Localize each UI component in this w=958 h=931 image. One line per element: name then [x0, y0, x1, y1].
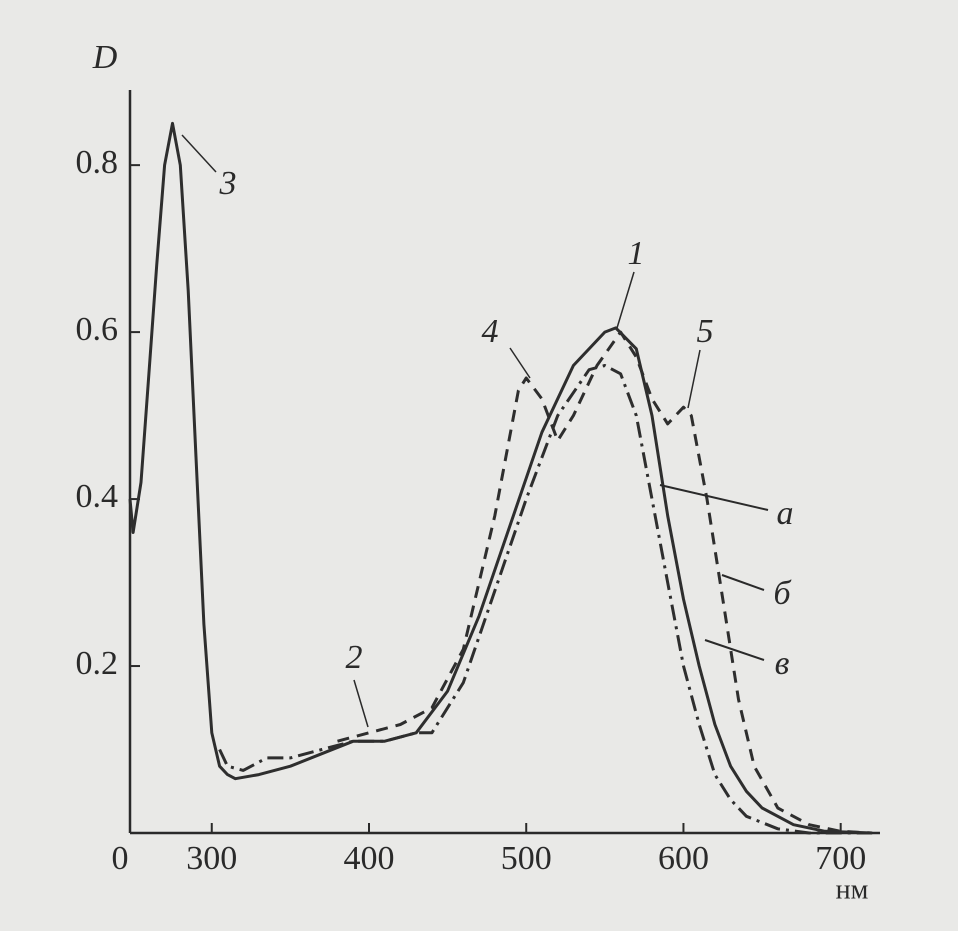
y-tick-label: 0.6	[76, 311, 119, 348]
legend-leader	[659, 484, 769, 511]
annotation-leader	[509, 347, 531, 379]
y-tick-label: 0	[112, 840, 129, 877]
annotation-leader	[353, 679, 369, 728]
legend-leader	[721, 574, 765, 591]
legend-leader	[704, 639, 765, 661]
annotation-leader	[181, 134, 217, 173]
series-line	[337, 330, 873, 835]
annotation: 3	[219, 165, 237, 202]
x-tick-label: 600	[658, 840, 709, 877]
x-axis-label: нм	[836, 874, 869, 905]
annotation-leader	[687, 349, 701, 409]
series-line	[218, 364, 873, 835]
x-tick-label: 300	[186, 840, 237, 877]
annotation: 1	[628, 235, 645, 272]
x-tick-label: 400	[343, 840, 394, 877]
annotation: 5	[697, 313, 714, 350]
y-tick-label: 0.4	[76, 478, 119, 515]
y-tick-label: 0.2	[76, 645, 119, 682]
y-axis-label: D	[92, 39, 118, 76]
legend-label: а	[777, 495, 794, 532]
annotation: 2	[346, 639, 363, 676]
legend-label: б	[773, 575, 792, 612]
annotation-leader	[616, 271, 635, 329]
legend-label: в	[775, 645, 790, 682]
annotation: 4	[482, 313, 499, 350]
x-tick-label: 700	[815, 840, 866, 877]
y-tick-label: 0.8	[76, 144, 119, 181]
x-tick-label: 500	[501, 840, 552, 877]
